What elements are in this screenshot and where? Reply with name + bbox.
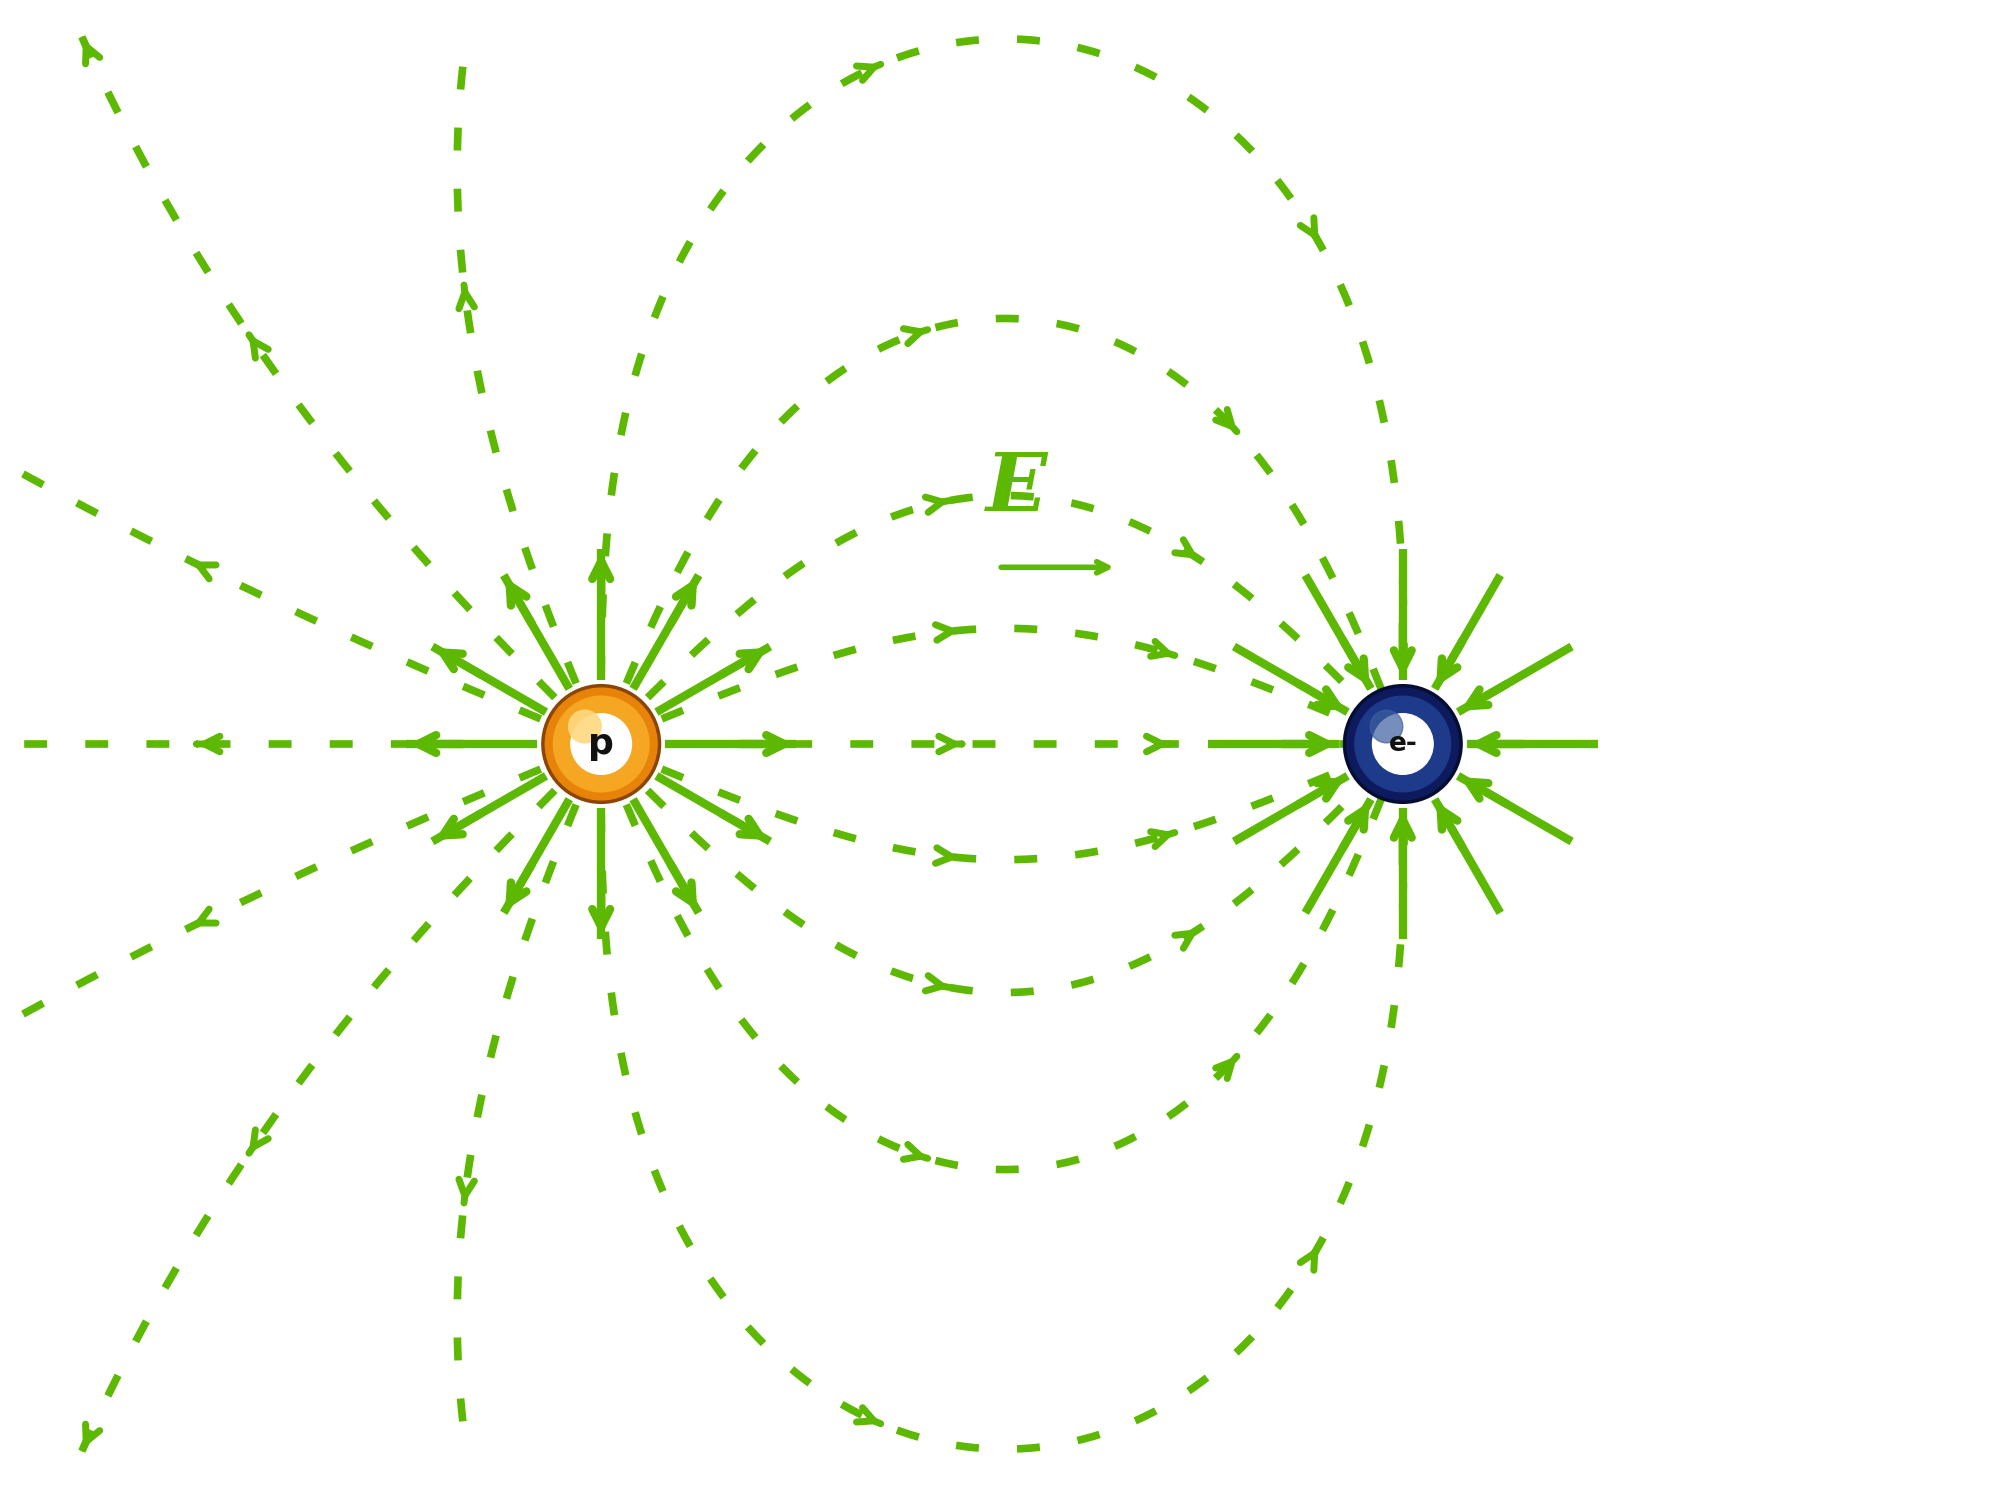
Circle shape — [569, 710, 601, 743]
Circle shape — [1355, 696, 1451, 792]
Text: e-: e- — [1389, 731, 1417, 757]
Text: E: E — [986, 451, 1048, 528]
Circle shape — [553, 696, 649, 792]
Circle shape — [1345, 686, 1461, 802]
Circle shape — [543, 686, 659, 802]
Circle shape — [571, 714, 631, 774]
Text: p: p — [589, 728, 613, 760]
Circle shape — [1373, 714, 1433, 774]
Circle shape — [1371, 710, 1403, 743]
